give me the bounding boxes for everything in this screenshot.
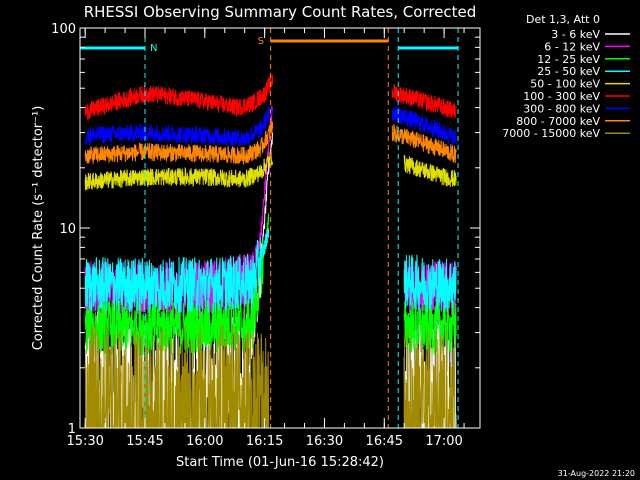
x-tick-label-2: 15:45 [126,434,163,449]
x-tick-label-1: 15:30 [66,434,103,449]
series-line-8 [84,121,457,165]
legend-label-6: 100 - 300 keV [523,90,600,103]
x-axis-label: Start Time (01-Jun-16 15:28:42) [176,455,384,470]
legend-label-7: 300 - 800 keV [523,102,600,115]
date-stamp: 31-Aug-2022 21:20 [558,469,635,478]
series-line-7 [84,105,457,148]
y-tick-label-3: 100 [51,22,76,37]
x-tick-label-3: 16:00 [186,434,223,449]
series-line-5 [84,150,457,191]
axis-layer: 1 10 100 15:30 15:45 16:00 16:15 16:30 16:45 17:0… [51,22,480,449]
y-tick-label-1: 1 [68,422,76,437]
legend-label-2: 6 - 12 keV [544,40,600,53]
chart-title: RHESSI Observing Summary Count Rates, Co… [84,3,477,21]
legend-label-8: 800 - 7000 keV [516,115,600,128]
legend-label-9: 7000 - 15000 keV [502,127,600,140]
series-layer [84,74,457,428]
legend-label-5: 50 - 100 keV [530,78,600,91]
legend-label-1: 3 - 6 keV [551,28,600,41]
x-tick-label-6: 16:45 [366,434,403,449]
legend-label-4: 25 - 50 keV [537,65,600,78]
series-line-6 [84,74,457,122]
series-line-9 [84,323,457,428]
legend-title: Det 1,3, Att 0 [526,13,600,26]
x-tick-label-5: 16:30 [306,434,343,449]
series-line-4 [84,228,457,313]
x-tick-label-7: 17:00 [425,434,462,449]
y-tick-label-2: 10 [59,222,76,237]
interval-label-3: S [258,36,264,47]
legend-label-3: 12 - 25 keV [537,53,600,66]
interval-label-1: N [150,43,157,54]
y-axis-label: Corrected Count Rate (s⁻¹ detector⁻¹) [31,106,46,351]
x-tick-label-4: 16:15 [246,434,283,449]
